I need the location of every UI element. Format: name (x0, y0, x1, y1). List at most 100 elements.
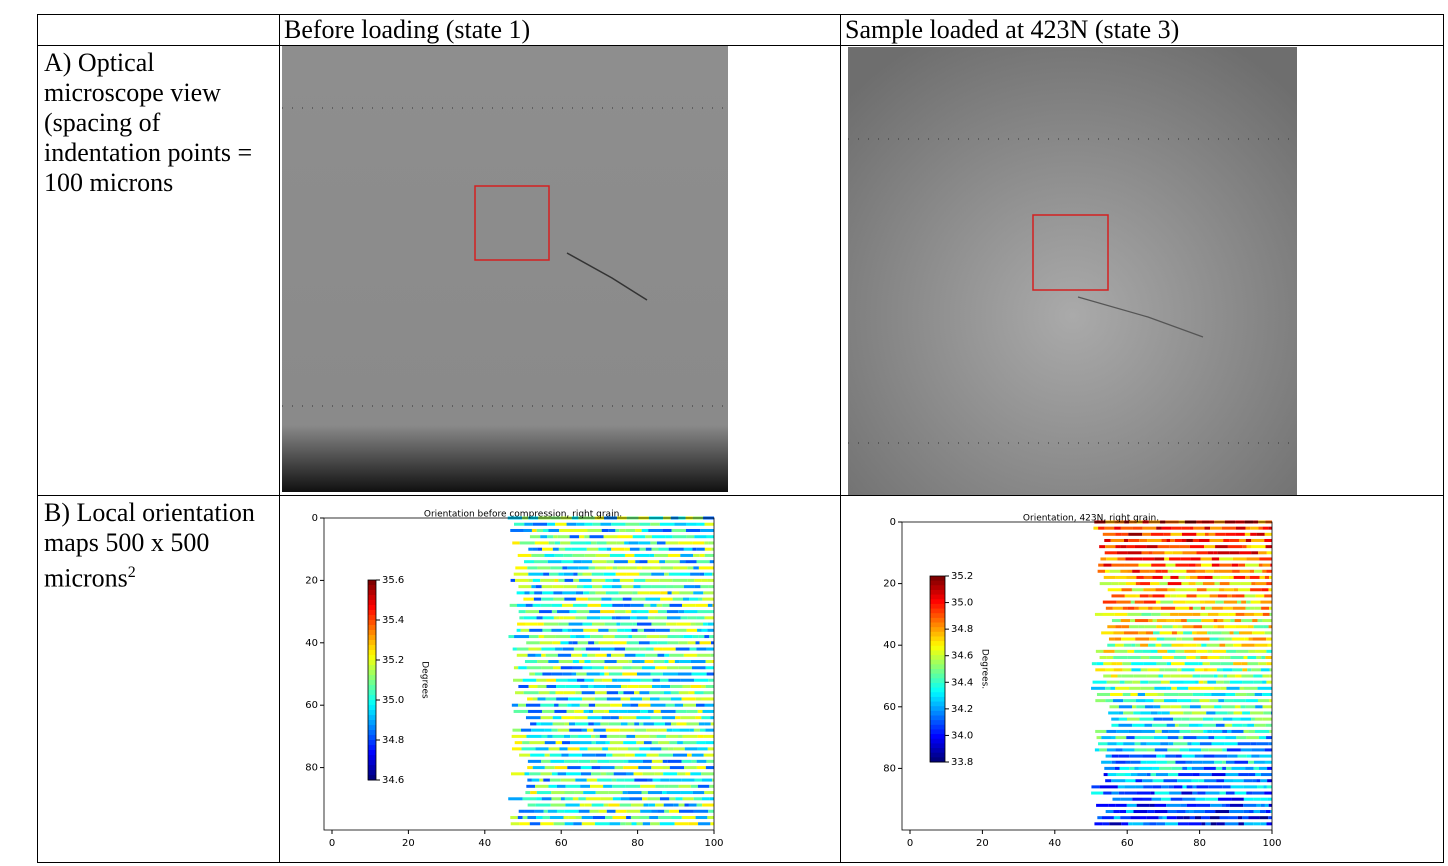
colorbar-band (368, 610, 376, 616)
roi-box (474, 185, 550, 261)
colorbar-band (930, 692, 945, 698)
colorbar-band (368, 740, 376, 746)
colorbar-band (368, 615, 376, 621)
x-tick-label: 20 (976, 838, 989, 849)
colorbar-tick-label: 34.6 (382, 775, 404, 786)
colorbar-band (368, 695, 376, 701)
column-header: Before loading (state 1) (279, 14, 841, 46)
colorbar-band (930, 669, 945, 675)
colorbar-tick-label: 34.8 (382, 735, 404, 746)
colorbar-band (930, 706, 945, 712)
colorbar-band (368, 630, 376, 636)
x-tick-label: 60 (555, 838, 568, 849)
x-tick-label: 20 (402, 838, 415, 849)
colorbar-band (368, 585, 376, 591)
colorbar-band (368, 670, 376, 676)
colorbar-band (368, 765, 376, 771)
colorbar-band (368, 770, 376, 776)
colorbar-band (368, 725, 376, 731)
colorbar-band (930, 724, 945, 730)
colorbar-band (368, 665, 376, 671)
colorbar-band (368, 640, 376, 646)
x-tick-label: 40 (478, 838, 491, 849)
y-tick-label: 20 (305, 575, 318, 586)
y-tick-label: 40 (883, 640, 896, 651)
x-tick-label: 0 (329, 838, 335, 849)
colorbar-label: Degrees. (980, 649, 990, 689)
roi-box (1032, 214, 1109, 291)
x-tick-label: 40 (1048, 838, 1061, 849)
y-tick-label: 80 (305, 763, 318, 774)
colorbar-band (930, 603, 945, 610)
y-tick-label: 60 (305, 700, 318, 711)
orientation-map: Orientation before compression, right gr… (305, 510, 723, 850)
colorbar-tick-label: 34.2 (951, 704, 973, 715)
colorbar-tick-label: 34.4 (951, 677, 973, 688)
colorbar-frame (367, 579, 377, 781)
colorbar-band (368, 705, 376, 711)
colorbar-band (368, 690, 376, 696)
micrograph (282, 46, 728, 492)
colorbar-band (368, 655, 376, 661)
image (282, 46, 728, 492)
orientation-map: Orientation, 423N, right grain. 0 20 40 60 80… (883, 514, 1281, 850)
column-header: Sample loaded at 423N (state 3) (840, 14, 1444, 46)
colorbar-label: Degrees (420, 661, 430, 699)
y-tick-label: 80 (883, 763, 896, 774)
colorbar-band (930, 752, 945, 758)
colorbar-band (368, 620, 376, 626)
x-tick-label: 100 (1262, 838, 1281, 849)
colorbar-band (930, 738, 945, 744)
colorbar-band (930, 678, 945, 684)
colorbar-band (930, 580, 945, 586)
y-tick-label: 0 (890, 517, 896, 528)
colorbar-tick-label: 34.8 (951, 624, 973, 635)
x-tick-label: 100 (704, 838, 723, 849)
colorbar-tick-label: 33.8 (951, 757, 973, 768)
colorbar-band (368, 590, 376, 596)
row-label: A) Optical microscope view (spacing of i… (37, 45, 280, 496)
colorbar-band (930, 710, 945, 716)
colorbar-band (930, 631, 945, 637)
scratch (566, 252, 648, 301)
colorbar-tick-label: 35.4 (382, 615, 404, 626)
colorbar-band (930, 599, 945, 605)
colorbar-band (930, 734, 945, 740)
y-tick-label: 20 (883, 579, 896, 590)
colorbar-band (368, 595, 376, 601)
colorbar-band (368, 600, 376, 606)
colorbar-band (930, 589, 945, 596)
colorbar-band (930, 664, 945, 670)
colorbar-band (930, 701, 945, 707)
y-tick-label: 0 (312, 513, 318, 524)
y-tick-label: 40 (305, 638, 318, 649)
colorbar-band (368, 680, 376, 686)
colorbar-band (368, 775, 376, 781)
colorbar-band (368, 675, 376, 681)
x-tick-label: 0 (907, 838, 913, 849)
colorbar-band (368, 710, 376, 716)
colorbar-band (930, 682, 945, 689)
colorbar-band (368, 760, 376, 766)
colorbar-band (930, 641, 945, 647)
colorbar-tick-label: 35.2 (382, 655, 404, 666)
colorbar-tick-label: 34.6 (951, 651, 973, 662)
colorbar-band (930, 594, 945, 600)
colorbar-band (930, 645, 945, 651)
plot-frame (901, 521, 1273, 831)
colorbar-band (930, 743, 945, 749)
colorbar-band (930, 659, 945, 665)
y-tick-label: 60 (883, 702, 896, 713)
colorbar-band (368, 715, 376, 721)
x-tick-label: 80 (631, 838, 644, 849)
row-label: B) Local orientation maps 500 x 500 micr… (37, 495, 280, 863)
colorbar-band (930, 673, 945, 679)
colorbar-band (930, 576, 945, 582)
colorbar-band (368, 645, 376, 651)
colorbar-band (368, 605, 376, 611)
colorbar-band (930, 687, 945, 693)
colorbar-band (930, 627, 945, 633)
plot-frame (323, 517, 715, 831)
colorbar-band (930, 622, 945, 628)
